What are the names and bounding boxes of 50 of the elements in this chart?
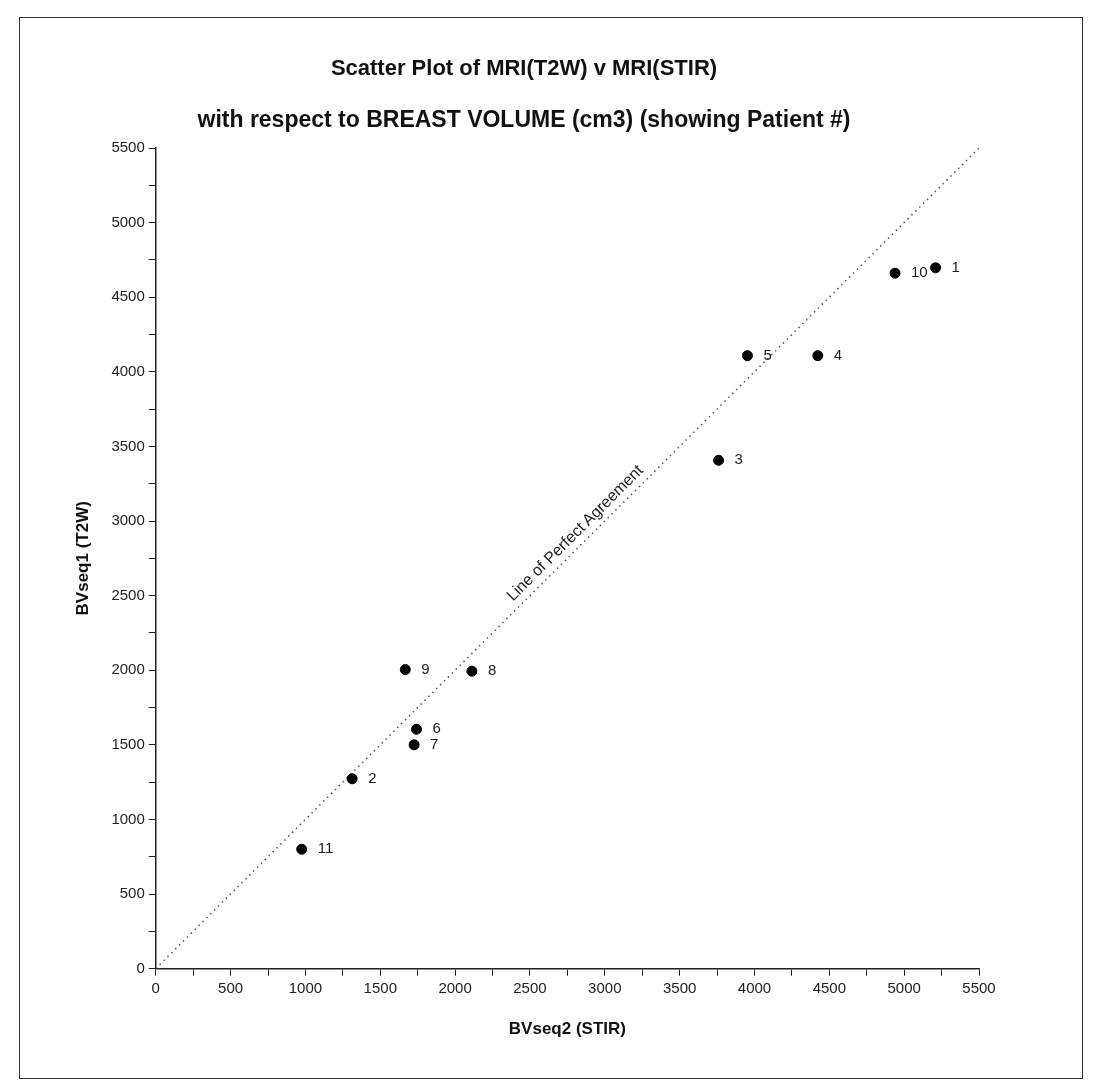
annotation: 2 — [368, 768, 377, 786]
x-axis-title: BVseq2 (STIR) — [508, 1019, 626, 1039]
chart-title: Scatter Plot of MRI(T2W) v MRI(STIR) — [330, 55, 718, 81]
x-tick-label: 1000 — [288, 978, 323, 996]
x-tick-label: 1500 — [363, 978, 397, 996]
point — [296, 843, 308, 855]
point — [741, 350, 753, 362]
chart-subtitle: with respect to BREAST VOLUME (cm3) (showing Patient #) — [196, 105, 851, 132]
y-axis-title: BVseq1 (T2W) — [72, 501, 92, 616]
annotation: 9 — [421, 659, 430, 677]
x-tick-label: 2500 — [513, 978, 547, 996]
x-tick-label: 5500 — [962, 978, 996, 996]
point — [889, 267, 901, 279]
point — [408, 739, 420, 751]
x-tick-label: 4500 — [812, 978, 847, 996]
annotation: 6 — [432, 719, 441, 737]
point — [713, 454, 725, 466]
point — [346, 773, 358, 785]
x-tick-label: 3000 — [588, 978, 622, 996]
x-tick-label: 3500 — [662, 978, 697, 996]
y-tick-label: 0 — [136, 958, 145, 976]
point — [399, 664, 411, 676]
annotation: 10 — [911, 263, 928, 281]
annotation: 3 — [734, 450, 743, 468]
x-tick-label: 5000 — [887, 978, 921, 996]
annotation: 4 — [833, 345, 843, 363]
annotation: 7 — [430, 734, 439, 752]
y-tick-label: 4000 — [111, 361, 145, 379]
y-tick-label: 4500 — [111, 287, 145, 305]
annotation: 5 — [763, 345, 772, 363]
x-tick-label: 2000 — [438, 978, 472, 996]
annotation: 11 — [317, 839, 334, 857]
y-tick-label: 1000 — [111, 809, 145, 827]
x-tick-label: 0 — [151, 978, 160, 996]
y-tick-label: 5000 — [111, 212, 145, 230]
y-tick-label: 2500 — [111, 585, 145, 603]
point — [411, 723, 423, 735]
annotation: 1 — [951, 257, 960, 275]
point — [812, 350, 824, 362]
x-tick-label: 500 — [218, 978, 244, 996]
y-tick-label: 5500 — [111, 138, 145, 156]
x-tick-label: 4000 — [737, 978, 772, 996]
y-tick-label: 3000 — [111, 511, 145, 529]
point — [466, 665, 478, 677]
y-tick-label: 2000 — [111, 660, 145, 678]
y-tick-label: 3500 — [111, 436, 145, 454]
y-tick-label: 1500 — [111, 734, 145, 752]
annotation: 8 — [487, 661, 497, 679]
y-tick-label: 500 — [119, 884, 145, 902]
point — [930, 262, 942, 274]
